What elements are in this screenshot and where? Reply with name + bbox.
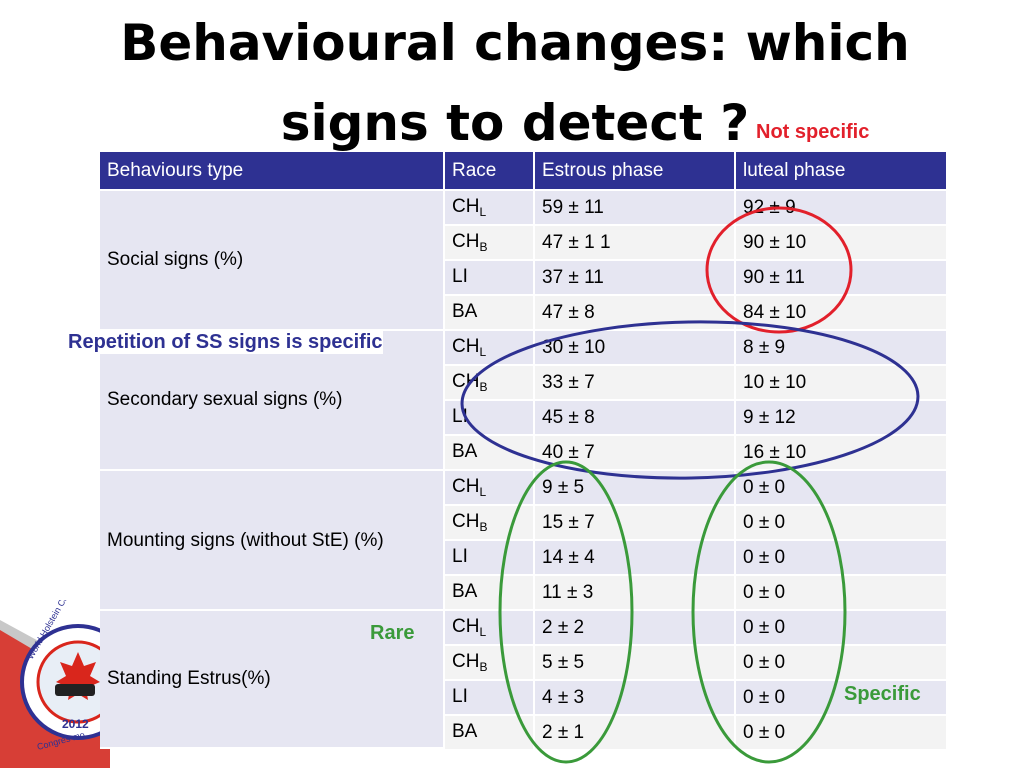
congress-logo: 2012 Congrès mo World Holstein Con (0, 600, 110, 768)
behaviours-table: Behaviours type Race Estrous phase lutea… (100, 152, 948, 749)
estrous-cell: 47 ± 1 1 (535, 226, 736, 261)
luteal-cell: 10 ± 10 (736, 366, 948, 401)
race-cell: LI (445, 681, 535, 716)
table-row: Social signs (%) CHL 59 ± 11 92 ± 9 (100, 191, 948, 331)
group-label-standing: Standing Estrus(%) (100, 611, 445, 749)
luteal-cell: 84 ± 10 (736, 296, 948, 331)
estrous-cell: 40 ± 7 (535, 436, 736, 471)
annotation-rare: Rare (370, 622, 415, 644)
race-cell: CHL (445, 471, 535, 506)
group-label-social: Social signs (%) (100, 191, 445, 331)
race-cell: CHB (445, 366, 535, 401)
estrous-cell: 14 ± 4 (535, 541, 736, 576)
luteal-cell: 0 ± 0 (736, 541, 948, 576)
race-cell: CHB (445, 506, 535, 541)
race-cell: CHL (445, 331, 535, 366)
estrous-cell: 9 ± 5 (535, 471, 736, 506)
luteal-cell: 0 ± 0 (736, 716, 948, 749)
race-cell: CHL (445, 611, 535, 646)
slide-title-line1: Behavioural changes: which (120, 14, 910, 72)
estrous-cell: 59 ± 11 (535, 191, 736, 226)
luteal-cell: 0 ± 0 (736, 576, 948, 611)
luteal-cell: 8 ± 9 (736, 331, 948, 366)
luteal-cell: 0 ± 0 (736, 646, 948, 681)
estrous-cell: 11 ± 3 (535, 576, 736, 611)
race-cell: CHB (445, 646, 535, 681)
annotation-repetition: Repetition of SS signs is specific (68, 331, 383, 354)
estrous-cell: 4 ± 3 (535, 681, 736, 716)
race-cell: BA (445, 576, 535, 611)
race-cell: CHB (445, 226, 535, 261)
luteal-cell: 0 ± 0 (736, 611, 948, 646)
race-cell: LI (445, 541, 535, 576)
table-row: Standing Estrus(%) CHL 2 ± 2 0 ± 0 (100, 611, 948, 749)
annotation-specific: Specific (844, 683, 921, 705)
table-header-row: Behaviours type Race Estrous phase lutea… (100, 152, 948, 191)
race-cell: BA (445, 296, 535, 331)
header-race: Race (445, 152, 535, 191)
estrous-cell: 15 ± 7 (535, 506, 736, 541)
group-label-secondary: Secondary sexual signs (%) (100, 331, 445, 471)
svg-text:2012: 2012 (62, 717, 89, 731)
estrous-cell: 2 ± 2 (535, 611, 736, 646)
estrous-cell: 45 ± 8 (535, 401, 736, 436)
luteal-cell: 9 ± 12 (736, 401, 948, 436)
slide-title-line2: signs to detect ? (280, 94, 750, 152)
estrous-cell: 37 ± 11 (535, 261, 736, 296)
estrous-cell: 47 ± 8 (535, 296, 736, 331)
estrous-cell: 30 ± 10 (535, 331, 736, 366)
header-estrous-phase: Estrous phase (535, 152, 736, 191)
table-row: Mounting signs (without StE) (%) CHL 9 ±… (100, 471, 948, 611)
annotation-not-specific: Not specific (756, 121, 870, 143)
race-cell: LI (445, 401, 535, 436)
estrous-cell: 2 ± 1 (535, 716, 736, 749)
luteal-cell: 0 ± 0 (736, 506, 948, 541)
race-cell: BA (445, 436, 535, 471)
luteal-cell: 90 ± 10 (736, 226, 948, 261)
race-cell: LI (445, 261, 535, 296)
header-behaviours-type: Behaviours type (100, 152, 445, 191)
luteal-cell: 90 ± 11 (736, 261, 948, 296)
luteal-cell: 16 ± 10 (736, 436, 948, 471)
estrous-cell: 33 ± 7 (535, 366, 736, 401)
luteal-cell: 0 ± 0 (736, 471, 948, 506)
luteal-cell: 92 ± 9 (736, 191, 948, 226)
race-cell: BA (445, 716, 535, 749)
estrous-cell: 5 ± 5 (535, 646, 736, 681)
header-luteal-phase: luteal phase (736, 152, 948, 191)
group-label-mounting: Mounting signs (without StE) (%) (100, 471, 445, 611)
race-cell: CHL (445, 191, 535, 226)
